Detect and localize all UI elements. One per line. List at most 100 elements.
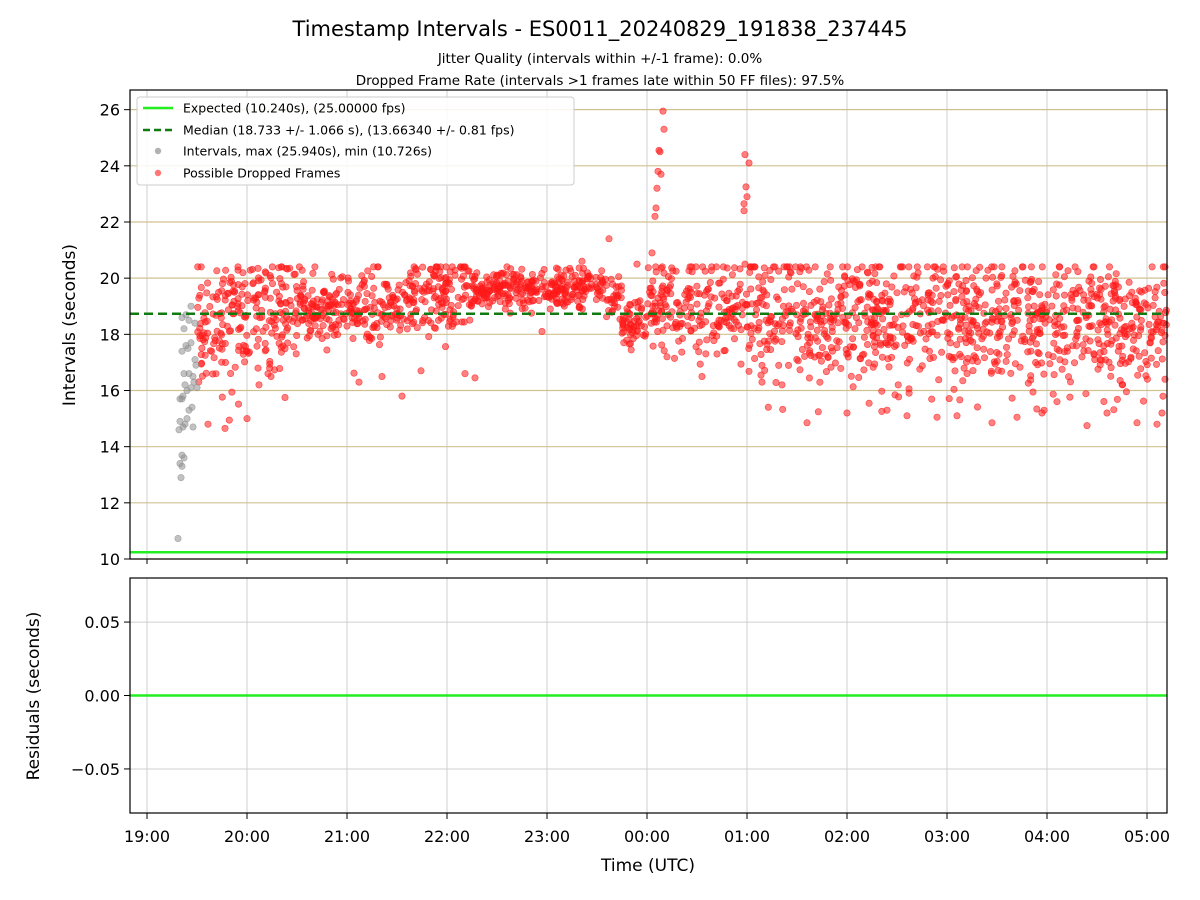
dropped-frame-point bbox=[1147, 354, 1155, 362]
dropped-frame-point bbox=[644, 300, 652, 308]
dropped-frame-point bbox=[894, 381, 902, 389]
dropped-frame-point bbox=[837, 364, 845, 372]
dropped-frame-point bbox=[1103, 326, 1111, 334]
dropped-frame-point bbox=[1097, 356, 1105, 364]
dropped-frame-point bbox=[221, 424, 229, 432]
dropped-frame-point bbox=[763, 345, 771, 353]
dropped-frame-point bbox=[814, 408, 822, 416]
dropped-frame-point bbox=[1143, 375, 1151, 383]
interval-point bbox=[188, 403, 196, 411]
dropped-frame-point bbox=[568, 290, 576, 298]
dropped-frame-point bbox=[981, 301, 989, 309]
dropped-frame-point bbox=[1058, 365, 1066, 373]
dropped-frame-point bbox=[242, 313, 250, 321]
dropped-frame-point bbox=[831, 359, 839, 367]
dropped-frame-point bbox=[1044, 291, 1052, 299]
x-tick-label: 04:00 bbox=[1024, 827, 1070, 846]
dropped-frame-point bbox=[962, 276, 970, 284]
dropped-frame-point bbox=[730, 264, 738, 272]
x-axis-label: Time (UTC) bbox=[600, 856, 695, 876]
dropped-frame-point bbox=[1027, 263, 1035, 271]
dropped-frame-point bbox=[344, 277, 352, 285]
dropped-frame-point bbox=[779, 302, 787, 310]
dropped-frame-point bbox=[1067, 290, 1075, 298]
dropped-frame-point bbox=[972, 267, 980, 275]
dropped-frame-point bbox=[444, 322, 452, 330]
dropped-frame-point bbox=[204, 279, 212, 287]
dropped-frame-point bbox=[348, 314, 356, 322]
dropped-frame-point bbox=[486, 287, 494, 295]
dropped-frame-point bbox=[1105, 358, 1113, 366]
dropped-frame-point bbox=[922, 335, 930, 343]
dropped-frame-point bbox=[204, 329, 212, 337]
dropped-frame-point bbox=[740, 207, 748, 215]
dropped-frame-point bbox=[980, 345, 988, 353]
dropped-frame-point bbox=[950, 288, 958, 296]
dropped-frame-point bbox=[934, 307, 942, 315]
dropped-frame-point bbox=[794, 357, 802, 365]
dropped-frame-point bbox=[957, 314, 965, 322]
dropped-frame-point bbox=[500, 292, 508, 300]
dropped-frame-point bbox=[376, 333, 384, 341]
dropped-frame-point bbox=[579, 264, 587, 272]
interval-point bbox=[180, 325, 188, 333]
dropped-frame-point bbox=[1111, 321, 1119, 329]
dropped-frame-point bbox=[1145, 284, 1153, 292]
dropped-frame-point bbox=[544, 293, 552, 301]
dropped-frame-point bbox=[197, 351, 205, 359]
interval-point bbox=[189, 423, 197, 431]
dropped-frame-point bbox=[771, 320, 779, 328]
dropped-frame-point bbox=[413, 324, 421, 332]
dropped-frame-point bbox=[753, 299, 761, 307]
dropped-frame-point bbox=[261, 287, 269, 295]
dropped-frame-point bbox=[892, 341, 900, 349]
dropped-frame-point bbox=[693, 300, 701, 308]
dropped-frame-point bbox=[755, 318, 763, 326]
dropped-frame-point bbox=[538, 327, 546, 335]
dropped-frame-point bbox=[642, 330, 650, 338]
dropped-frame-point bbox=[1061, 291, 1069, 299]
dropped-frame-point bbox=[786, 268, 794, 276]
dropped-frame-point bbox=[365, 336, 373, 344]
dropped-frame-point bbox=[1026, 338, 1034, 346]
dropped-frame-point bbox=[1126, 292, 1134, 300]
dropped-frame-point bbox=[1089, 263, 1097, 271]
dropped-frame-point bbox=[243, 347, 251, 355]
dropped-frame-point bbox=[243, 331, 251, 339]
dropped-frame-point bbox=[925, 289, 933, 297]
dropped-frame-point bbox=[289, 317, 297, 325]
dropped-frame-point bbox=[903, 332, 911, 340]
dropped-frame-point bbox=[728, 292, 736, 300]
dropped-frame-point bbox=[319, 322, 327, 330]
dropped-frame-point bbox=[982, 274, 990, 282]
dropped-frame-point bbox=[890, 272, 898, 280]
dropped-frame-point bbox=[796, 268, 804, 276]
dropped-frame-point bbox=[796, 318, 804, 326]
dropped-frame-point bbox=[857, 296, 865, 304]
dropped-frame-point bbox=[799, 299, 807, 307]
dropped-frame-point bbox=[478, 280, 486, 288]
dropped-frame-point bbox=[570, 284, 578, 292]
dropped-frame-point bbox=[952, 295, 960, 303]
dropped-frame-point bbox=[693, 289, 701, 297]
dropped-frame-point bbox=[494, 282, 502, 290]
dropped-frame-point bbox=[1011, 267, 1019, 275]
dropped-frame-point bbox=[554, 265, 562, 273]
dropped-frame-point bbox=[916, 329, 924, 337]
dropped-frame-point bbox=[856, 354, 864, 362]
dropped-frame-point bbox=[817, 357, 825, 365]
dropped-frame-point bbox=[1160, 279, 1168, 287]
dropped-frame-point bbox=[1029, 388, 1037, 396]
dropped-frame-point bbox=[619, 324, 627, 332]
dropped-frame-point bbox=[702, 350, 710, 358]
dropped-frame-point bbox=[712, 263, 720, 271]
dropped-frame-point bbox=[304, 304, 312, 312]
dropped-frame-point bbox=[1159, 319, 1167, 327]
dropped-frame-point bbox=[988, 419, 996, 427]
dropped-frame-point bbox=[660, 347, 668, 355]
dropped-frame-point bbox=[946, 301, 954, 309]
dropped-frame-point bbox=[234, 295, 242, 303]
dropped-frame-point bbox=[1118, 356, 1126, 364]
dropped-frame-point bbox=[583, 275, 591, 283]
